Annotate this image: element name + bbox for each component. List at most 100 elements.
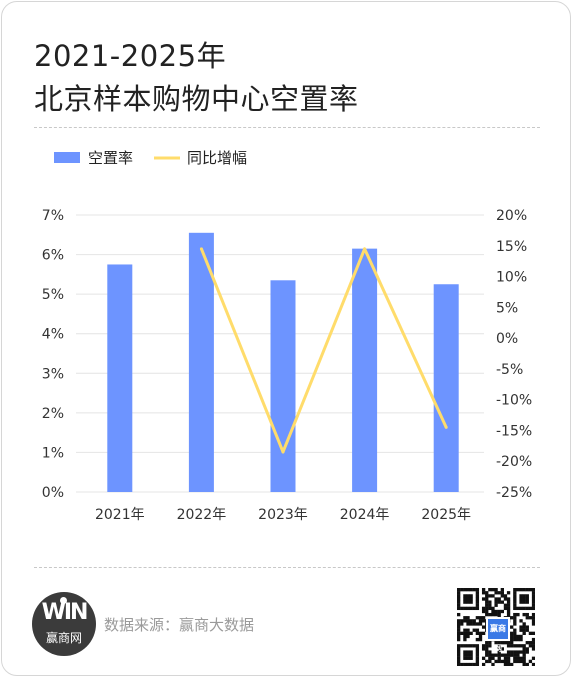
qr-module <box>494 641 498 645</box>
qr-module <box>475 656 480 660</box>
qr-module <box>485 609 489 614</box>
qr-module <box>497 650 501 654</box>
qr-module <box>500 647 504 651</box>
y-left-tick-label: 0% <box>42 485 64 501</box>
qr-module <box>494 588 498 592</box>
qr-module <box>503 653 508 657</box>
qr-module <box>510 653 514 657</box>
qr-module <box>463 650 467 654</box>
qr-module <box>460 644 464 648</box>
qr-module <box>491 609 495 614</box>
logo-mark: WIN <box>41 600 89 625</box>
qr-module <box>485 603 489 607</box>
qr-module <box>516 656 520 660</box>
qr-module <box>531 594 536 598</box>
qr-module <box>497 659 501 664</box>
qr-module <box>519 659 523 664</box>
chart-title-line-1: 2021-2025年 <box>34 39 227 73</box>
qr-module <box>531 644 536 648</box>
qr-module <box>531 591 536 595</box>
qr-module <box>513 653 517 657</box>
qr-module <box>472 588 476 592</box>
qr-module <box>497 600 501 604</box>
qr-module <box>475 588 480 592</box>
qr-module <box>506 591 511 595</box>
qr-module <box>491 653 495 657</box>
qr-module <box>510 662 514 667</box>
qr-module <box>528 641 533 645</box>
qr-module <box>460 588 464 592</box>
legend-label-line: 同比增幅 <box>187 149 247 167</box>
y-left-tick-label: 4% <box>42 327 64 343</box>
qr-module <box>469 588 473 592</box>
qr-module <box>497 656 501 660</box>
qr-module <box>485 653 489 657</box>
qr-module <box>485 659 489 664</box>
qr-module <box>497 641 501 645</box>
qr-module <box>500 653 504 657</box>
qr-module <box>522 656 526 660</box>
qr-module <box>497 597 501 601</box>
qr-module <box>531 641 536 645</box>
qr-module <box>491 662 495 667</box>
qr-module <box>472 622 476 626</box>
y-right-tick-label: -5% <box>496 362 523 378</box>
qr-module <box>516 659 520 664</box>
qr-module <box>481 616 486 620</box>
qr-module <box>463 606 467 611</box>
qr-module <box>466 594 470 598</box>
qr-module <box>463 594 467 598</box>
logo-dot <box>60 597 67 604</box>
qr-module <box>494 591 498 595</box>
y-left-tick-label: 2% <box>42 406 64 422</box>
qr-module <box>488 594 492 598</box>
qr-module <box>475 628 480 632</box>
qr-module <box>491 594 495 598</box>
qr-module <box>519 634 523 639</box>
qr-module <box>460 662 464 667</box>
qr-module <box>503 603 508 607</box>
y-right-tick-label: -10% <box>496 393 532 409</box>
qr-module <box>478 622 483 626</box>
qr-module <box>491 588 495 592</box>
qr-module <box>519 637 523 642</box>
qr-module <box>531 662 536 667</box>
y-right-tick-label: 10% <box>496 270 527 286</box>
qr-module <box>457 619 461 623</box>
qr-module <box>525 641 529 645</box>
qr-module <box>500 641 504 645</box>
qr-module <box>510 644 514 648</box>
qr-module <box>503 656 508 660</box>
qr-module <box>519 597 523 601</box>
qr-module <box>494 600 498 604</box>
qr-module <box>457 634 461 639</box>
qr-module <box>522 628 526 632</box>
qr-module <box>460 606 464 611</box>
line-point <box>199 247 203 251</box>
qr-module <box>472 644 476 648</box>
qr-module <box>497 612 501 617</box>
qr-module <box>519 625 523 629</box>
qr-module <box>500 594 504 598</box>
qr-module <box>503 662 508 667</box>
qr-module <box>525 588 529 592</box>
qr-module <box>531 619 536 623</box>
chart-title-line-2: 北京样本购物中心空置率 <box>34 82 359 116</box>
qr-module <box>510 634 514 639</box>
qr-module <box>466 644 470 648</box>
qr-module <box>457 625 461 629</box>
y-right-tick-label: 15% <box>496 239 527 255</box>
y-right-tick-label: 0% <box>496 331 518 347</box>
qr-module <box>522 622 526 626</box>
bar <box>270 280 296 492</box>
qr-module <box>475 594 480 598</box>
qr-module <box>513 588 517 592</box>
qr-module <box>472 662 476 667</box>
qr-module <box>481 625 486 629</box>
qr-module <box>466 616 470 620</box>
winshang-logo: WIN 赢商网 <box>32 592 96 656</box>
x-tick-label: 2024年 <box>340 507 390 523</box>
qr-module <box>503 641 508 645</box>
qr-module <box>460 619 464 623</box>
qr-module <box>519 594 523 598</box>
